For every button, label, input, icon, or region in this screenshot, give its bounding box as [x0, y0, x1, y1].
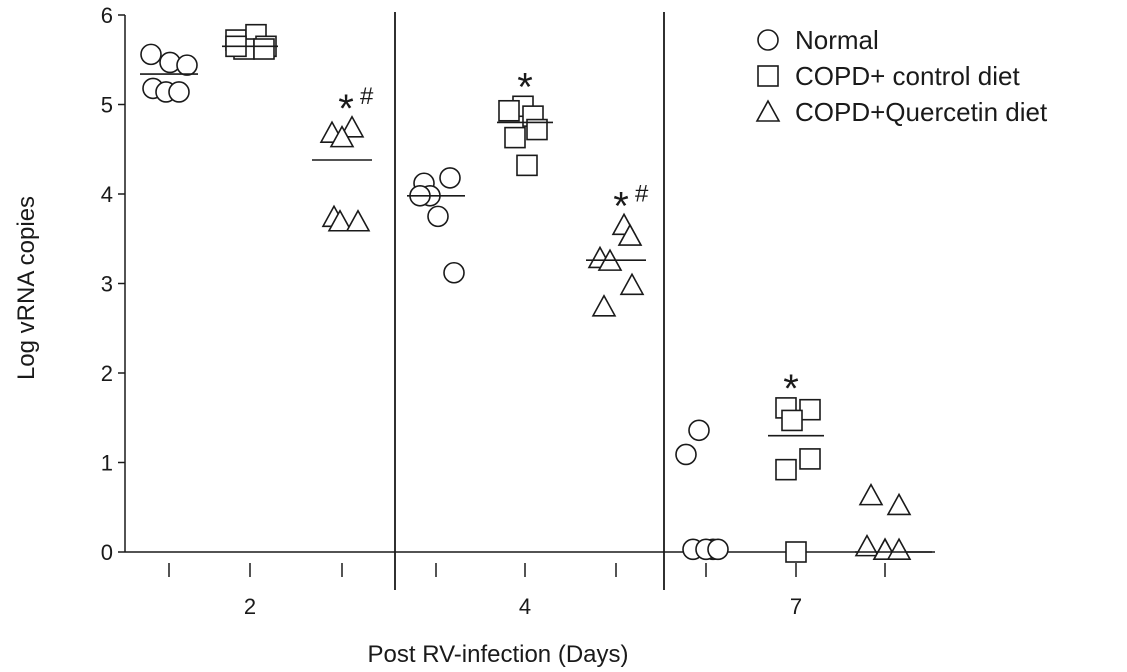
- square-point: [775, 458, 797, 481]
- significance-hash: #: [635, 180, 649, 207]
- y-tick-label: 6: [101, 3, 113, 28]
- triangle-point: [345, 209, 371, 232]
- data-points: [140, 23, 912, 563]
- legend-label: Normal: [795, 25, 879, 55]
- triangle-point: [886, 537, 912, 561]
- significance-star: *: [783, 367, 799, 411]
- legend-label: COPD+ control diet: [795, 61, 1020, 91]
- triangle-point: [327, 209, 353, 232]
- square-point: [498, 99, 520, 122]
- y-axis-ticks: 0 1 2 3 4 5 6: [101, 3, 125, 565]
- x-tick-label: 2: [244, 594, 256, 619]
- significance-star: *: [338, 87, 354, 131]
- circle-point: [707, 538, 729, 561]
- circle-point: [427, 205, 449, 228]
- circle-point: [439, 167, 461, 189]
- square-point: [799, 448, 821, 470]
- legend-square-icon: [757, 65, 779, 87]
- square-point: [799, 398, 821, 421]
- circle-point: [176, 54, 198, 76]
- y-tick-label: 5: [101, 93, 113, 118]
- circle-point: [443, 261, 465, 284]
- square-point: [785, 541, 807, 563]
- legend-triangle-icon: [755, 99, 781, 122]
- x-tick-label: 4: [519, 594, 531, 619]
- x-tick-label: 7: [790, 594, 802, 619]
- triangle-point: [591, 294, 617, 317]
- square-point: [253, 38, 275, 60]
- significance-hash: #: [360, 83, 374, 110]
- circle-point: [140, 43, 162, 66]
- y-tick-label: 1: [101, 451, 113, 476]
- square-point: [504, 126, 526, 149]
- circle-point: [168, 81, 190, 103]
- legend: Normal COPD+ control diet COPD+Quercetin d…: [755, 25, 1048, 127]
- square-point: [526, 118, 548, 141]
- x-axis-label: Post RV-infection (Days): [368, 641, 629, 668]
- y-tick-label: 0: [101, 540, 113, 565]
- y-axis-label: Log vRNA copies: [13, 196, 40, 380]
- mean-lines: [140, 45, 932, 553]
- square-point: [516, 154, 538, 177]
- triangle-point: [617, 223, 643, 246]
- circle-point: [688, 419, 710, 442]
- significance-star: *: [613, 184, 629, 228]
- triangle-point: [329, 124, 355, 148]
- legend-label: COPD+Quercetin diet: [795, 97, 1048, 127]
- triangle-point: [339, 115, 365, 138]
- y-tick-label: 2: [101, 361, 113, 386]
- y-tick-label: 4: [101, 182, 113, 207]
- triangle-point: [858, 482, 884, 506]
- triangle-point: [619, 272, 645, 296]
- significance-annotations: *** #* #: [338, 65, 799, 411]
- triangle-point: [886, 492, 912, 516]
- significance-star: *: [517, 65, 533, 109]
- y-tick-label: 3: [101, 272, 113, 297]
- triangle-point: [854, 533, 880, 557]
- legend-circle-icon: [757, 29, 779, 51]
- square-point: [781, 409, 803, 432]
- circle-point: [675, 443, 697, 466]
- x-axis-ticks: 2 4 7: [168, 563, 886, 619]
- group-dividers: [394, 12, 665, 590]
